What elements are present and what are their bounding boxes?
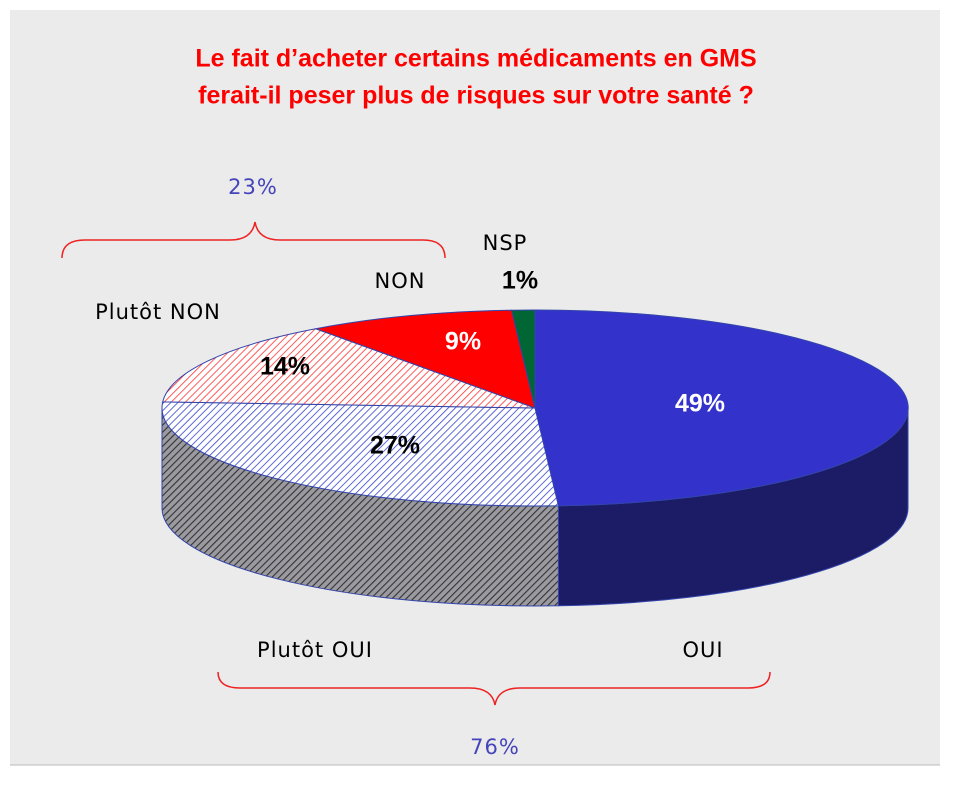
slice	[162, 328, 536, 409]
slice	[510, 309, 536, 409]
group-label: 76%	[470, 735, 520, 759]
group-label: 23%	[228, 175, 278, 199]
brace	[217, 671, 771, 706]
chart-title: Le fait d’acheter certains médicaments e…	[195, 45, 756, 73]
value-label: 14%	[260, 353, 310, 381]
value-label: 49%	[675, 390, 725, 418]
slice	[161, 401, 560, 507]
slice	[313, 309, 536, 409]
category-label: OUI	[682, 638, 723, 662]
value-label: 1%	[502, 267, 538, 295]
value-label: 27%	[370, 432, 420, 460]
slice	[534, 309, 909, 507]
brace	[61, 221, 446, 259]
category-label: Plutôt NON	[95, 300, 221, 324]
chart-title: ferait-il peser plus de risques sur votr…	[198, 82, 754, 110]
category-label: NSP	[483, 231, 528, 255]
category-label: Plutôt OUI	[257, 638, 373, 662]
category-label: NON	[375, 269, 426, 293]
value-label: 9%	[445, 328, 481, 356]
